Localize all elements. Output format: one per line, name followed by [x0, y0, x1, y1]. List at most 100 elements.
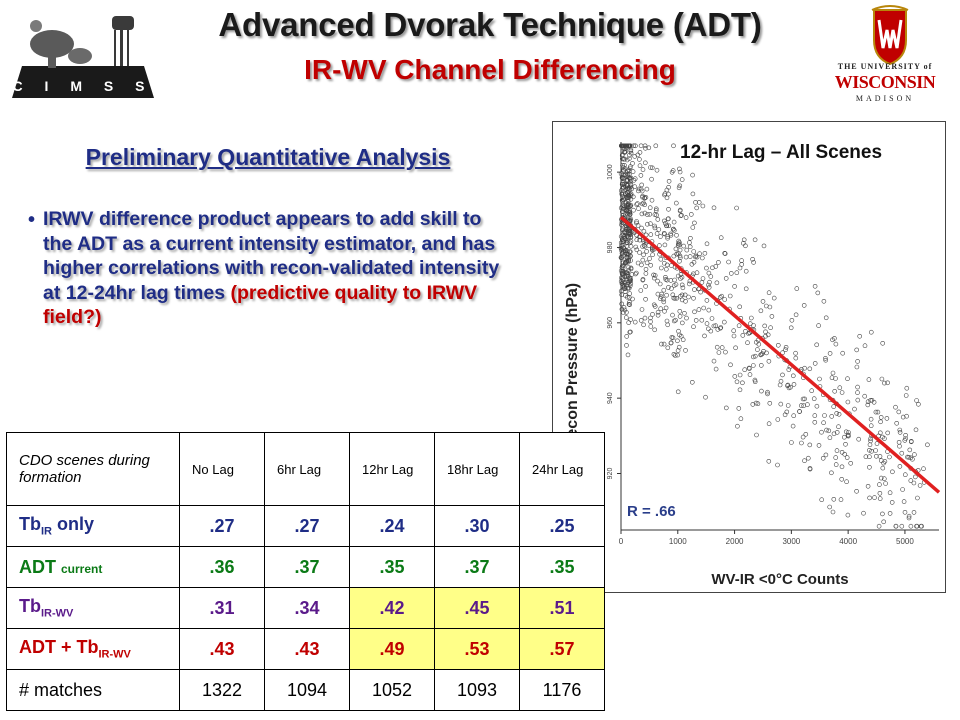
scatter-point [759, 352, 764, 357]
scatter-point [919, 523, 924, 529]
scatter-point [706, 307, 712, 313]
correlation-table: CDO scenes during formation No Lag 6hr L… [6, 432, 605, 711]
scatter-point [670, 335, 676, 341]
scatter-point [855, 390, 860, 395]
scatter-point [625, 234, 630, 239]
scatter-point [655, 278, 660, 284]
scatter-point [651, 272, 656, 278]
x-tick-label: 2000 [726, 537, 744, 546]
scatter-point [831, 404, 837, 409]
scatter-point [645, 212, 650, 217]
scatter-point [694, 270, 700, 275]
scatter-point [852, 406, 857, 412]
scatter-point [877, 496, 883, 501]
scatter-point [670, 312, 675, 318]
scatter-point [642, 210, 648, 216]
scatter-point [619, 301, 624, 307]
scatter-point [882, 380, 887, 386]
scatter-point [619, 188, 624, 193]
scatter-point [718, 295, 723, 300]
scatter-point [678, 207, 683, 213]
scatter-point [692, 287, 697, 292]
table-cell: .35 [349, 546, 435, 588]
table-cell: .37 [264, 546, 350, 588]
scatter-point [914, 523, 920, 529]
scatter-point [680, 337, 686, 342]
scatter-point [621, 260, 626, 266]
scatter-point [634, 237, 640, 242]
scatter-point [628, 276, 633, 281]
scatter-point [881, 476, 887, 482]
scatter-point [621, 156, 626, 162]
scatter-point [894, 420, 900, 426]
scatter-point [793, 355, 799, 361]
scatter-point [628, 244, 634, 249]
scatter-point [704, 298, 710, 303]
scatter-point [658, 234, 663, 239]
scatter-point [815, 290, 821, 296]
scatter-point [672, 353, 678, 358]
scatter-point [622, 270, 628, 275]
scatter-point [854, 364, 860, 370]
scatter-point [900, 487, 905, 492]
scatter-point [627, 299, 632, 305]
page-subtitle: IR-WV Channel Differencing [304, 54, 676, 85]
scatter-point [791, 382, 797, 387]
scatter-point [728, 362, 733, 368]
x-tick-label: 1000 [669, 537, 687, 546]
scatter-point [868, 423, 874, 429]
table-row: TbIR only .27 .27 .24 .30 .25 [6, 505, 605, 547]
scatter-point [689, 262, 695, 267]
scatter-point [621, 168, 627, 173]
scatter-point [778, 378, 784, 384]
scatter-point [636, 206, 641, 211]
scatter-point [807, 466, 813, 471]
scatter-point [628, 265, 634, 271]
scatter-point [649, 176, 654, 182]
scatter-point [676, 344, 682, 350]
uw-logo-line1: THE UNIVERSITY of [837, 62, 933, 71]
table-cell-highlighted: .57 [519, 628, 605, 670]
scatter-point [657, 243, 662, 248]
scatter-point [684, 247, 690, 253]
scatter-point [743, 243, 748, 249]
scatter-point [759, 388, 764, 394]
scatter-point [707, 279, 712, 285]
scatter-point [661, 299, 667, 305]
scatter-point [654, 206, 659, 212]
scatter-point [641, 252, 646, 258]
scatter-point [873, 448, 878, 453]
cimss-logo [12, 16, 154, 98]
scatter-point [873, 453, 879, 459]
scatter-point [856, 436, 862, 442]
table-cell: 1052 [349, 669, 435, 711]
scatter-point [644, 186, 650, 192]
scatter-point [679, 297, 685, 303]
scatter-point [821, 299, 827, 304]
scatter-point [713, 366, 719, 372]
scatter-point [673, 317, 678, 323]
scatter-point [743, 268, 749, 274]
scatter-point [635, 152, 641, 158]
scatter-point [632, 176, 638, 182]
scatter-point [690, 191, 696, 197]
scatter-point [635, 201, 640, 206]
scatter-point [734, 205, 739, 211]
scatter-point [658, 256, 664, 262]
scatter-point [624, 251, 629, 256]
table-row: TbIR-WV .31 .34 .42 .45 .51 [6, 587, 605, 629]
scatter-point [663, 275, 668, 280]
scatter-point [678, 255, 683, 260]
scatter-point [625, 270, 630, 276]
y-tick-label: 1000 [607, 164, 614, 180]
scatter-point [643, 145, 648, 151]
scatter-point [620, 209, 625, 215]
scatter-point [766, 421, 772, 427]
scatter-point [812, 419, 818, 425]
scatter-point [675, 352, 680, 358]
scatter-point [767, 400, 773, 406]
scatter-point [880, 465, 886, 471]
scatter-point [655, 312, 661, 318]
scatter-point [830, 337, 835, 343]
scatter-point [668, 231, 673, 237]
